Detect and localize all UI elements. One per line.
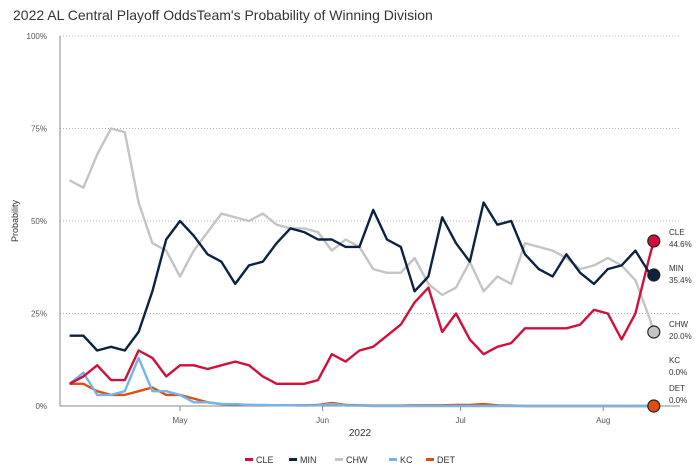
y-axis-ticks: 0% 25% 50% 75% 100% <box>27 32 47 411</box>
y-tick-label: 0% <box>35 402 47 411</box>
chart-title: 2022 AL Central Playoff OddsTeam's Proba… <box>13 7 433 23</box>
legend-label: KC <box>400 455 413 465</box>
end-marker-min <box>647 268 661 282</box>
x-axis-label: 2022 <box>349 428 372 439</box>
end-label-name: MIN <box>669 264 684 273</box>
legend-item-chw[interactable]: CHW <box>335 455 368 465</box>
legend-swatch <box>335 458 343 461</box>
end-marker-det <box>647 399 661 413</box>
end-label-name: KC <box>669 356 680 365</box>
series-line-kc <box>68 356 654 408</box>
end-label-value: 35.4% <box>669 276 692 285</box>
legend-swatch <box>289 458 297 461</box>
end-label-value: 0.0% <box>669 368 687 377</box>
end-label-value: 44.6% <box>669 240 692 249</box>
legend-label: CHW <box>346 455 368 465</box>
end-labels: CLE 44.6% MIN 35.4% CHW 20.0% KC 0.0% DET 0.0% <box>647 228 692 413</box>
end-label-value: 0.0% <box>669 396 687 405</box>
x-tick-label: Aug <box>596 416 610 425</box>
legend-swatch <box>245 458 253 461</box>
legend-swatch <box>426 458 434 461</box>
legend-item-min[interactable]: MIN <box>289 455 317 465</box>
x-tick-label: Jun <box>316 416 329 425</box>
y-tick-label: 25% <box>31 310 47 319</box>
x-tick-label: May <box>172 416 187 425</box>
gridlines <box>60 35 680 314</box>
series-lines <box>68 127 655 408</box>
end-label-name: DET <box>669 384 685 393</box>
series-line-chw <box>69 127 655 333</box>
legend-label: DET <box>437 455 456 465</box>
x-tick-label: Jul <box>455 416 465 425</box>
y-axis-label: Probability <box>10 199 20 242</box>
series-line-cle <box>69 240 655 385</box>
y-tick-label: 50% <box>31 217 47 226</box>
end-label-name: CLE <box>669 228 685 237</box>
y-tick-label: 100% <box>27 32 47 41</box>
legend-item-det[interactable]: DET <box>426 455 456 465</box>
series-line-min <box>69 201 655 352</box>
series-line-det <box>69 382 654 408</box>
end-label-name: CHW <box>669 320 689 329</box>
legend-label: CLE <box>256 455 274 465</box>
end-marker-chw <box>647 325 661 339</box>
legend-item-cle[interactable]: CLE <box>245 455 274 465</box>
x-axis-ticks: May Jun Jul Aug <box>172 406 610 425</box>
end-marker-cle <box>647 234 661 248</box>
legend-swatch <box>389 458 397 461</box>
legend-item-kc[interactable]: KC <box>389 455 413 465</box>
end-label-value: 20.0% <box>669 332 692 341</box>
legend: CLE MIN CHW KC DET <box>245 455 456 465</box>
legend-label: MIN <box>300 455 317 465</box>
y-tick-label: 75% <box>31 125 47 134</box>
